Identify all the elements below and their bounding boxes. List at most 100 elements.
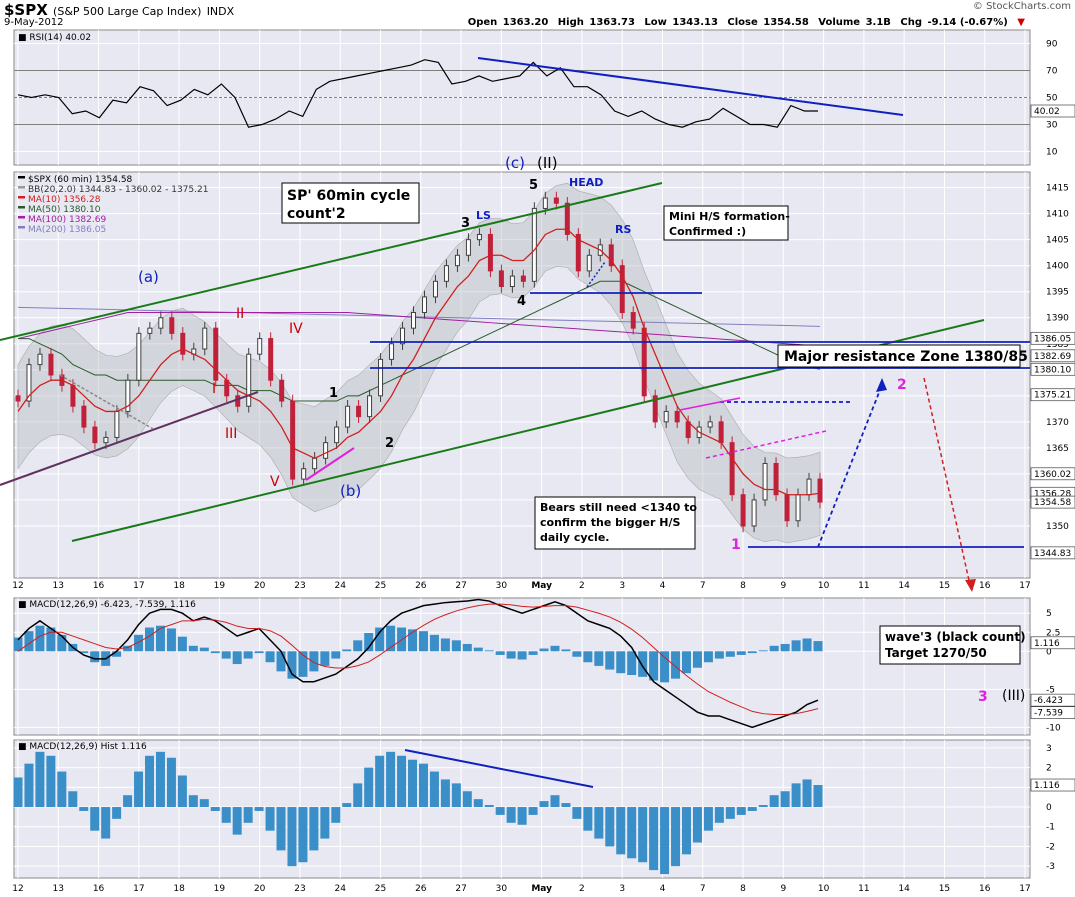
wave-label-a: (a) <box>138 268 159 286</box>
macd-hist-bar <box>298 651 308 677</box>
hist-bar <box>68 791 78 808</box>
candle-body <box>773 462 779 496</box>
macd-hist-bar <box>736 651 746 655</box>
hist-bar <box>320 807 330 839</box>
macd-hist-bar <box>780 643 790 652</box>
price-value-tag: 1386.05 <box>1034 334 1071 344</box>
wave-label-I: I <box>212 381 216 397</box>
hist-bar <box>112 807 122 819</box>
rsi-tick-label: 90 <box>1046 40 1058 50</box>
hist-bar <box>57 771 67 808</box>
hist-tick-label: -3 <box>1046 862 1055 872</box>
price-value-tag: 1375.21 <box>1034 391 1071 401</box>
wave-label-III-red: III <box>225 426 237 442</box>
hist-bar <box>813 785 823 808</box>
close-label: Close <box>727 17 758 28</box>
candle-body <box>652 395 658 423</box>
macd-value-tag-box <box>1030 693 1075 707</box>
macd-hist-bar <box>791 640 801 652</box>
x-tick-label: 10 <box>818 884 830 894</box>
macd-hist-bar <box>46 627 56 652</box>
hist-bar <box>418 763 428 808</box>
hist-bar <box>462 791 472 808</box>
hist-bar <box>265 807 275 831</box>
hist-bar <box>298 807 308 863</box>
x-tick-label: 16 <box>979 581 991 591</box>
hist-bar <box>199 799 209 808</box>
macd-background <box>13 597 1031 736</box>
hist-bar <box>46 755 56 808</box>
high-value: 1363.73 <box>589 17 635 28</box>
candle-body <box>740 494 746 527</box>
hist-bar <box>177 775 187 808</box>
x-tick-label: 27 <box>455 581 466 591</box>
symbol-description: (S&P 500 Large Cap Index) <box>53 5 202 18</box>
price-legend-entry: MA(200) 1386.05 <box>28 225 106 235</box>
candle-body <box>509 275 515 288</box>
macd-hist-bar <box>112 651 122 657</box>
hs-formation-box <box>663 205 789 241</box>
hs-formation-box-line: Confirmed :) <box>669 225 746 238</box>
candle-body <box>476 233 482 241</box>
hist-bar <box>166 757 176 808</box>
candle-body <box>103 436 109 444</box>
hist-background <box>13 739 1031 879</box>
candle-body <box>795 494 801 522</box>
price-panel: 1350135513601365137013751380138513901395… <box>13 171 1075 579</box>
ohlc-readout: Open 1363.20 High 1363.73 Low 1343.13 Cl… <box>462 17 1025 28</box>
candle-body <box>213 327 219 381</box>
x-tick-label: 13 <box>53 581 64 591</box>
macd-hist-bar <box>243 651 253 659</box>
hist-bar <box>561 803 571 808</box>
x-tick-label: 13 <box>53 884 64 894</box>
candle-body <box>718 421 724 444</box>
hist-bar <box>506 807 516 823</box>
macd-hist-bar <box>166 628 176 652</box>
x-tick-label: 26 <box>415 884 427 894</box>
price-tick-label: 1395 <box>1046 288 1069 298</box>
wave-label-II-red: II <box>236 306 244 322</box>
hist-bar <box>605 807 615 847</box>
hist-bar <box>440 779 450 808</box>
rsi-tick-label: 70 <box>1046 67 1058 77</box>
bears-box-line: daily cycle. <box>540 531 609 544</box>
channel-upper-line <box>0 182 663 341</box>
cycle-count-box <box>281 182 420 224</box>
arrow-head-down <box>965 579 976 592</box>
hist-bar <box>79 807 89 811</box>
open-label: Open <box>467 17 498 28</box>
projection-down-arrow <box>923 377 971 586</box>
x-tick-label: 9 <box>780 884 786 894</box>
candle-body <box>389 343 395 360</box>
down-arrow-icon: ▼ <box>1017 17 1025 28</box>
x-tick-label: 2 <box>579 581 585 591</box>
price-value-tag: 1380.10 <box>1034 365 1071 375</box>
price-tick-label: 1350 <box>1046 522 1069 532</box>
candle-body <box>432 280 438 298</box>
x-tick-label: 7 <box>700 884 706 894</box>
candle-body <box>125 379 131 412</box>
macd-hist-bar <box>627 651 637 676</box>
chg-value: -9.14 (-0.67%) <box>927 17 1008 28</box>
macd-hist-bar <box>572 651 582 657</box>
hist-bar <box>638 807 648 863</box>
hist-bar <box>210 807 220 811</box>
candle-body <box>498 270 504 288</box>
x-tick-label: 16 <box>93 581 105 591</box>
candle-body <box>367 395 373 418</box>
wave-label-II: (II) <box>537 154 558 172</box>
x-tick-label: 19 <box>214 581 226 591</box>
macd-hist-bar <box>134 634 144 652</box>
hist-bar <box>243 807 253 823</box>
candle-body <box>169 317 175 334</box>
macd-hist-bar <box>265 651 275 663</box>
rsi-last-value-tag-box <box>1030 104 1075 118</box>
macd-hist-bar <box>375 627 385 652</box>
candle-body <box>180 332 186 355</box>
macd-hist-bar <box>473 647 483 652</box>
macd-hist-bar <box>802 638 812 652</box>
hist-bar <box>90 807 100 831</box>
macd-hist-bar <box>813 641 823 652</box>
hist-bar <box>780 791 790 808</box>
macd-histogram-panel: -3-2-10123■ MACD(12,26,9) Hist 1.1161.11… <box>13 739 1075 879</box>
